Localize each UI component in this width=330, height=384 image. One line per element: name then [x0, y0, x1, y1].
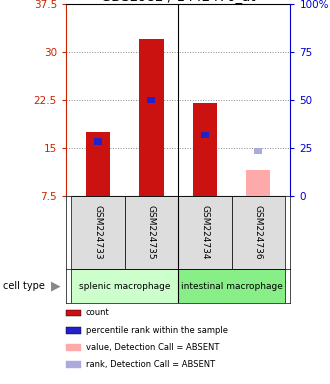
Text: intestinal macrophage: intestinal macrophage	[181, 281, 282, 291]
Text: value, Detection Call = ABSENT: value, Detection Call = ABSENT	[86, 343, 219, 352]
Bar	[148, 97, 155, 103]
Bar	[86, 132, 110, 196]
Bar	[178, 269, 285, 303]
Text: GSM224736: GSM224736	[254, 205, 263, 260]
Bar	[254, 148, 262, 154]
Text: ▶: ▶	[51, 280, 61, 293]
Text: splenic macrophage: splenic macrophage	[79, 281, 171, 291]
Bar	[178, 196, 232, 269]
Bar	[125, 196, 178, 269]
Text: rank, Detection Call = ABSENT: rank, Detection Call = ABSENT	[86, 360, 215, 369]
Bar	[94, 138, 102, 145]
Text: count: count	[86, 308, 110, 318]
Bar	[71, 196, 125, 269]
Text: GSM224734: GSM224734	[200, 205, 210, 260]
Text: cell type: cell type	[3, 281, 45, 291]
Bar	[246, 170, 270, 196]
Text: GSM224735: GSM224735	[147, 205, 156, 260]
Text: GSM224733: GSM224733	[94, 205, 103, 260]
Bar	[201, 132, 209, 138]
Text: percentile rank within the sample: percentile rank within the sample	[86, 326, 228, 335]
Bar	[71, 269, 178, 303]
Title: GDS2982 / 1442470_at: GDS2982 / 1442470_at	[101, 0, 255, 3]
Bar	[140, 39, 163, 196]
Bar	[193, 103, 217, 196]
Bar	[232, 196, 285, 269]
